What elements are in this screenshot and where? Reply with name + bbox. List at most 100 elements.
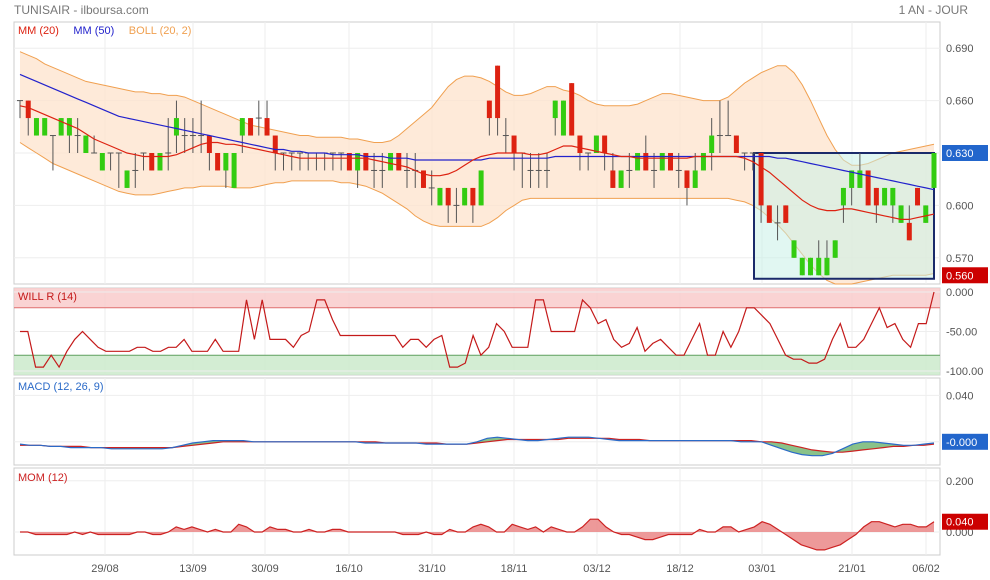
candle-body <box>231 153 237 188</box>
candle-body <box>149 153 155 171</box>
candle-body <box>931 153 937 188</box>
candle-body <box>824 257 830 276</box>
y-tick-label: 0.000 <box>946 287 974 299</box>
candle-body <box>602 135 608 153</box>
x-tick-label: 03/12 <box>583 563 611 575</box>
candle-body <box>511 135 517 153</box>
candle-body <box>593 135 599 153</box>
candle-body <box>58 118 64 136</box>
x-tick-label: 18/12 <box>666 563 694 575</box>
candle-body <box>857 170 863 188</box>
candle-body <box>865 170 871 206</box>
candle-body <box>923 205 929 223</box>
legend-entry: BOLL (20, 2) <box>129 25 192 37</box>
value-tag <box>942 513 988 530</box>
candle-body <box>659 153 665 171</box>
candle-body <box>206 135 212 153</box>
candle-body <box>437 187 443 206</box>
candle-body <box>832 240 838 258</box>
x-tick-label: 18/11 <box>501 563 528 575</box>
candle-body <box>618 170 624 188</box>
candle-body <box>157 153 163 171</box>
candle-body <box>668 153 674 171</box>
candle-body <box>346 153 352 171</box>
candle-body <box>709 135 715 153</box>
candle-body <box>684 170 690 188</box>
candle-body <box>495 65 501 119</box>
y-tick-label: 0.200 <box>946 476 974 488</box>
candle-body <box>882 187 888 206</box>
candle-body <box>873 187 879 206</box>
x-tick-label: 29/08 <box>91 563 119 575</box>
williams-r-line <box>20 291 935 369</box>
candle-body <box>173 118 179 136</box>
overbought-zone <box>14 288 940 308</box>
y-tick-label: 0.040 <box>946 390 974 402</box>
value-tag-label: 0.630 <box>946 148 974 160</box>
x-tick-label: 03/01 <box>748 563 776 575</box>
y-tick-label: 0.600 <box>946 200 974 212</box>
candle-body <box>355 153 361 171</box>
y-tick-label: 0.660 <box>946 96 974 108</box>
x-tick-label: 31/10 <box>418 563 446 575</box>
candle-body <box>890 187 896 206</box>
candle-body <box>733 135 739 153</box>
candle-body <box>758 153 764 206</box>
candle-body <box>420 170 426 188</box>
candle-body <box>816 257 822 276</box>
candle-body <box>552 100 558 119</box>
candle-body <box>560 100 566 136</box>
y-tick-label: 0.570 <box>946 253 974 265</box>
selection-box <box>753 152 935 280</box>
candle-body <box>264 118 270 136</box>
candle-body <box>799 257 805 276</box>
candle-body <box>42 118 48 136</box>
candle-body <box>248 118 254 136</box>
candle-body <box>898 205 904 223</box>
bollinger-upper-line <box>19 51 935 166</box>
value-tag-label: 0.560 <box>946 270 974 282</box>
candle-body <box>445 187 451 206</box>
value-tag-label: 0.040 <box>946 517 974 529</box>
candle-body <box>486 100 492 119</box>
legend-entry: MOM (12) <box>18 472 68 484</box>
legend-entry: MACD (12, 26, 9) <box>18 381 104 393</box>
legend-entry: MM (20) <box>18 25 59 37</box>
candle-body <box>643 153 649 171</box>
williams-r-panel: 0.000 -50.00 -100.00 WILL R (14) <box>13 287 983 378</box>
x-tick-label: 06/02 <box>912 563 940 575</box>
candle-body <box>849 170 855 188</box>
x-tick-label: 30/09 <box>251 563 279 575</box>
x-tick-label: 16/10 <box>335 563 363 575</box>
candle-body <box>569 83 575 136</box>
candle-body <box>807 257 813 276</box>
legend-entry: WILL R (14) <box>18 291 77 303</box>
candle-body <box>915 187 921 206</box>
value-tag-label: -0.000 <box>946 437 977 449</box>
oversold-zone <box>14 355 940 375</box>
candle-body <box>25 100 31 119</box>
candle-body <box>478 170 484 206</box>
mm20-line <box>19 105 935 220</box>
y-tick-label: 0.000 <box>946 527 974 539</box>
value-tag <box>942 267 988 284</box>
candle-body <box>766 205 772 223</box>
candle-body <box>783 205 789 223</box>
x-tick-label: 13/09 <box>179 563 207 575</box>
candle-body <box>610 170 616 188</box>
candle-body <box>239 118 245 136</box>
candle-body <box>791 240 797 258</box>
y-tick-label: 0.690 <box>946 43 974 55</box>
candle-body <box>388 153 394 171</box>
y-tick-label: -50.00 <box>946 327 977 339</box>
mm50-line <box>19 73 935 191</box>
candle-body <box>635 153 641 171</box>
value-tag <box>942 433 988 450</box>
candle-body <box>692 170 698 188</box>
candle-body <box>272 135 278 153</box>
chart-title: TUNISAIR - ilboursa.com <box>14 3 149 17</box>
candle-body <box>840 187 846 206</box>
candle-body <box>66 118 72 136</box>
y-tick-label: -100.00 <box>946 366 983 378</box>
